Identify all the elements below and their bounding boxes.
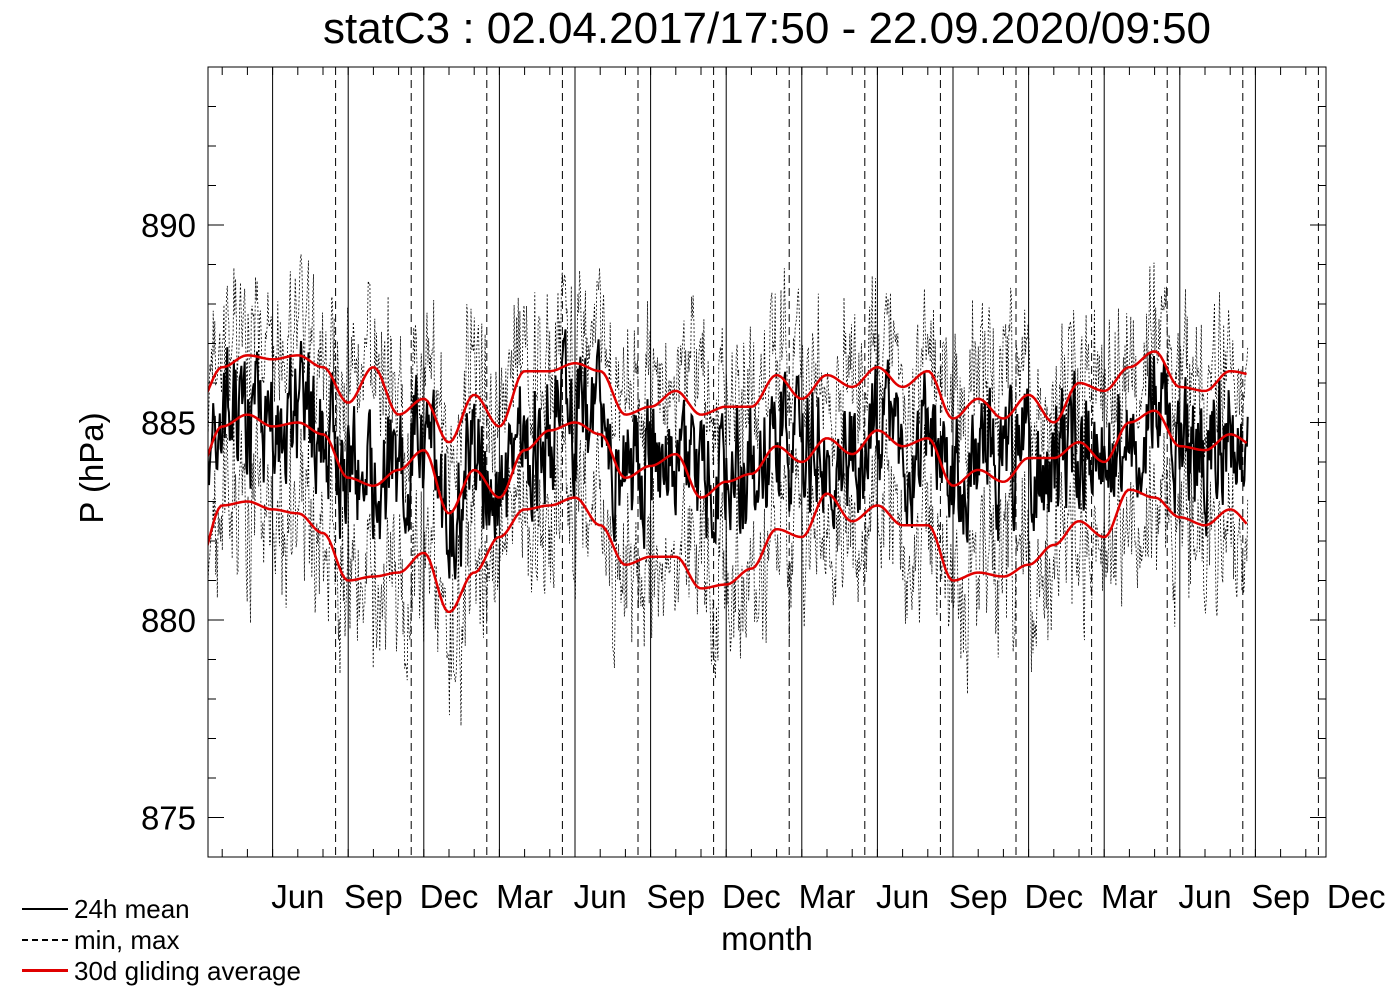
legend-swatch-mean <box>22 907 68 910</box>
y-tick-label: 885 <box>141 405 196 442</box>
x-tick-label: Dec <box>1327 878 1386 915</box>
legend-label-minmax: min, max <box>74 924 180 955</box>
plot-area: Jun Sep Dec Mar Jun Sep Dec Mar Jun Sep Dec Mar Jun S… <box>141 66 1386 915</box>
x-tick-label: Sep <box>949 878 1008 915</box>
plot-frame <box>207 66 1327 858</box>
legend-swatch-minmax <box>22 938 68 941</box>
x-tick-label: Dec <box>420 878 479 915</box>
legend-item-average: 30d gliding average <box>22 955 301 986</box>
x-tick-label: Dec <box>1024 878 1083 915</box>
y-tick-label: 890 <box>141 207 196 244</box>
x-tick-label: Sep <box>344 878 403 915</box>
y-tick-label: 880 <box>141 602 196 639</box>
x-tick-label: Sep <box>1251 878 1310 915</box>
x-tick-label: Sep <box>646 878 705 915</box>
legend-item-mean: 24h mean <box>22 893 301 924</box>
x-tick-label: Jun <box>271 878 324 915</box>
series-average-middle <box>208 409 1248 515</box>
chart-title: statC3 : 02.04.2017/17:50 - 22.09.2020/0… <box>322 4 1212 53</box>
legend-item-minmax: min, max <box>22 924 301 955</box>
x-tick-label: Mar <box>799 878 856 915</box>
x-tick-label: Jun <box>876 878 929 915</box>
x-tick-label: Mar <box>1101 878 1158 915</box>
x-tick-label: Jun <box>1178 878 1231 915</box>
y-axis-label: P (hPa) <box>73 412 110 524</box>
x-tick-label: Dec <box>722 878 781 915</box>
x-axis-label: month <box>721 920 813 957</box>
y-tick-label: 875 <box>141 800 196 837</box>
series-average-upper <box>208 350 1247 444</box>
legend-swatch-average <box>22 969 68 972</box>
series-average-lower <box>208 488 1248 614</box>
series-mean-line <box>208 329 1249 580</box>
legend: 24h mean min, max 30d gliding average <box>22 893 301 986</box>
legend-label-mean: 24h mean <box>74 893 190 924</box>
series-max-line <box>208 254 1249 512</box>
x-tick-label: Mar <box>496 878 553 915</box>
legend-label-average: 30d gliding average <box>74 955 301 986</box>
x-tick-label: Jun <box>574 878 627 915</box>
